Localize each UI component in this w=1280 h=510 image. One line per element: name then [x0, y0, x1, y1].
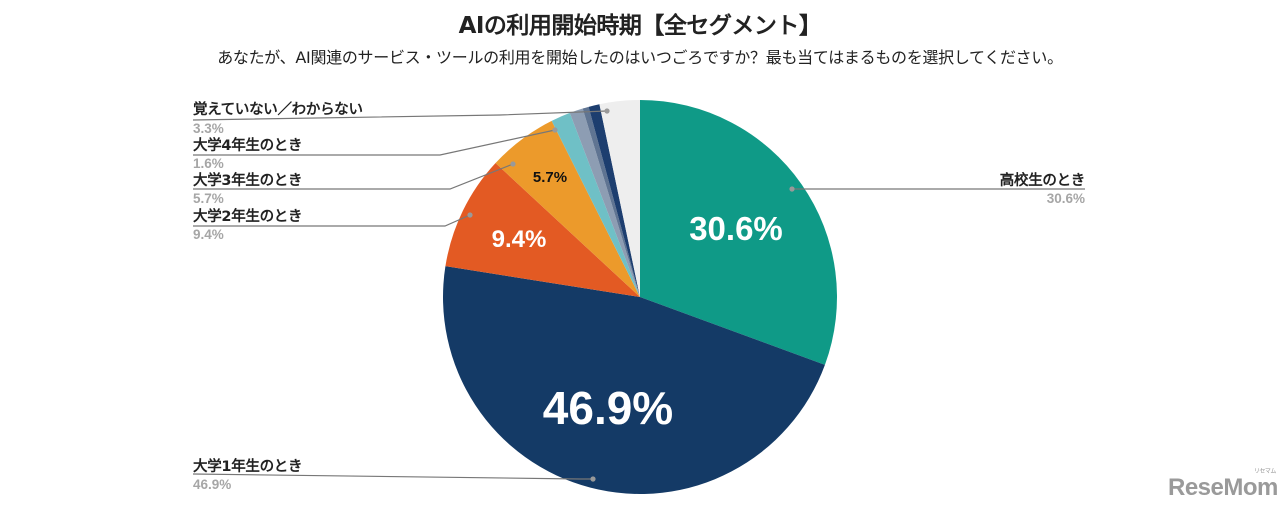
pie-slices	[443, 100, 837, 494]
label-koko: 高校生のとき	[999, 173, 1086, 189]
pct-dai2: 9.4%	[193, 227, 224, 242]
pct-dai3: 5.7%	[193, 191, 224, 206]
pie-slice	[445, 163, 640, 297]
pie-slice	[495, 120, 640, 297]
pie-slice	[569, 108, 640, 297]
pie-slice	[640, 100, 837, 365]
label-unknown: 覚えていない／わからない	[193, 102, 363, 118]
pct-unknown: 3.3%	[193, 121, 224, 136]
chart-title: AIの利用開始時期【全セグメント】	[458, 13, 822, 39]
label-dai1: 大学1年生のとき	[193, 459, 303, 475]
pie-slice	[599, 100, 640, 297]
inner-label-dai3: 5.7%	[533, 169, 567, 186]
leader-lines	[192, 110, 1085, 480]
inner-label-dai2: 9.4%	[492, 226, 547, 253]
pie-slice	[588, 104, 640, 297]
label-dai3: 大学3年生のとき	[193, 173, 303, 189]
label-dai4: 大学4年生のとき	[193, 138, 303, 154]
label-dai2: 大学2年生のとき	[193, 209, 303, 225]
chart-subtitle: あなたが、AI関連のサービス・ツールの利用を開始したのはいつごろですか？最も当て…	[217, 48, 1063, 67]
pct-koko: 30.6%	[1046, 191, 1085, 206]
leader-dots	[467, 108, 795, 482]
resemom-logo: ReseMom リセマム	[1168, 469, 1278, 501]
inner-label-koko: 30.6%	[689, 210, 783, 247]
inner-label-dai1: 46.9%	[543, 382, 673, 434]
pie-slice	[443, 266, 825, 494]
pct-dai1: 46.9%	[193, 477, 232, 492]
pie-slice	[551, 112, 640, 297]
pie-slice	[582, 106, 640, 297]
pct-dai4: 1.6%	[193, 156, 224, 171]
